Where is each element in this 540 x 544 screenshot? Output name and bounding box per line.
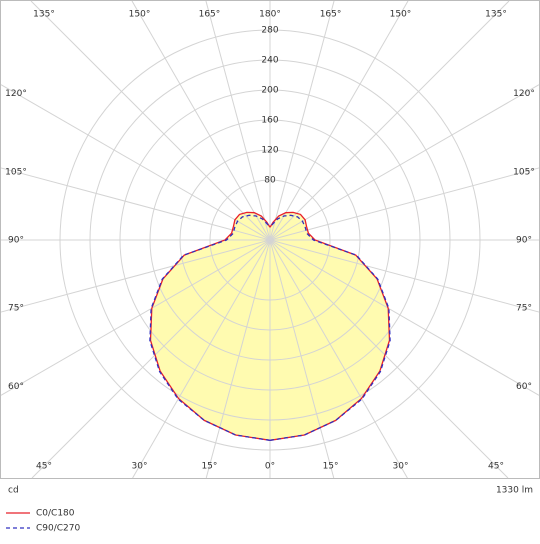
angle-label: 30° — [393, 462, 409, 472]
spoke — [0, 84, 271, 241]
angle-label: 45° — [36, 462, 52, 472]
angle-label: 15° — [323, 462, 339, 472]
spoke — [269, 0, 510, 241]
r-tick-label: 80 — [264, 176, 276, 186]
angle-label: 90° — [8, 236, 24, 246]
spoke — [0, 239, 271, 396]
flux-label: 1330 lm — [496, 486, 533, 496]
r-tick-label: 200 — [261, 86, 278, 96]
legend-label: C90/C270 — [36, 524, 81, 534]
spoke — [132, 239, 271, 479]
unit-label: cd — [8, 486, 19, 496]
angle-label: 15° — [201, 462, 217, 472]
angle-label: 165° — [199, 10, 221, 20]
r-tick-label: 280 — [261, 26, 278, 36]
r-tick-label: 160 — [261, 116, 278, 126]
angle-label: 120° — [5, 89, 27, 99]
angle-label: 150° — [390, 10, 412, 20]
angle-label: 105° — [513, 167, 535, 177]
spoke — [205, 0, 271, 241]
ring — [179, 149, 361, 331]
spoke — [269, 239, 540, 313]
angle-label: 90° — [516, 236, 532, 246]
spoke — [269, 0, 409, 241]
angle-label: 60° — [8, 382, 24, 392]
angle-label: 0° — [265, 462, 275, 472]
angle-label: 75° — [516, 304, 532, 314]
angle-label: 45° — [488, 462, 504, 472]
spoke — [269, 167, 540, 241]
r-tick-label: 240 — [261, 56, 278, 66]
angle-label: 150° — [129, 10, 151, 20]
r-tick-label: 120 — [261, 146, 278, 156]
spoke — [269, 84, 540, 241]
spoke — [31, 239, 271, 479]
angle-label: 120° — [513, 89, 535, 99]
spoke — [30, 0, 271, 241]
angle-label: 30° — [132, 462, 148, 472]
spoke — [269, 0, 335, 241]
spoke — [0, 167, 271, 241]
spoke — [205, 239, 271, 479]
ring — [119, 89, 421, 391]
spoke — [269, 239, 509, 479]
spoke — [0, 239, 271, 313]
legend-label: C0/C180 — [36, 509, 75, 519]
intensity-curve — [269, 214, 391, 441]
intensity-curve — [149, 214, 271, 441]
ring — [89, 59, 451, 421]
angle-label: 135° — [33, 10, 55, 20]
angle-label: 180° — [259, 10, 281, 20]
angle-label: 60° — [516, 382, 532, 392]
angle-label: 75° — [8, 304, 24, 314]
spoke — [269, 239, 408, 479]
ring — [59, 29, 481, 451]
spoke — [269, 239, 540, 396]
spoke — [131, 0, 271, 241]
angle-label: 135° — [485, 10, 507, 20]
ring — [149, 119, 391, 361]
angle-label: 165° — [320, 10, 342, 20]
ring — [209, 179, 331, 301]
angle-label: 105° — [5, 167, 27, 177]
spoke — [269, 239, 335, 479]
